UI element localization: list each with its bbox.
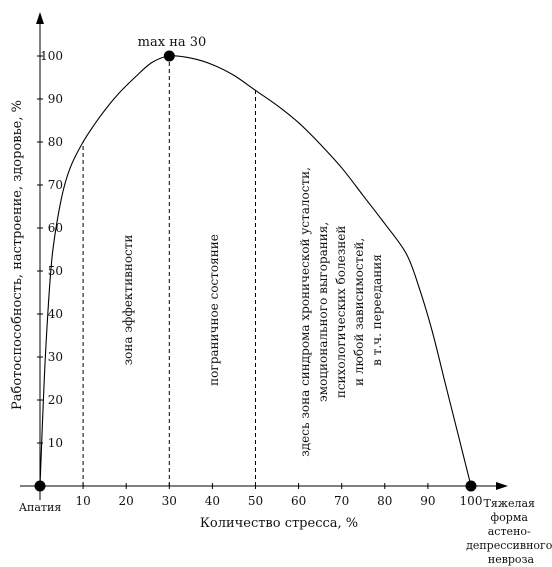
x-tick-label: 70: [334, 494, 349, 508]
x-ticks: 10 20 30 40 50 60 70 80 90 100: [75, 483, 482, 508]
axes: [20, 12, 508, 500]
y-tick-label: 60: [48, 221, 63, 235]
y-tick-label: 90: [48, 92, 63, 106]
x-axis-arrow: [496, 482, 508, 490]
zone-borderline-line: пограничное состояние: [207, 234, 221, 386]
y-tick-label: 70: [48, 178, 63, 192]
x-tick-label: 50: [248, 494, 263, 508]
y-tick-label: 20: [48, 393, 63, 407]
data-point-marker: [163, 50, 175, 62]
zone-effectiveness-label: зона эффективности: [121, 235, 135, 366]
zone-fatigue-line: психологических болезней: [334, 226, 348, 399]
data-point-marker: [34, 480, 46, 492]
end-label: Тяжелая форма астено- депрессивного невр…: [466, 497, 552, 566]
zone-dividers: [82, 56, 256, 486]
x-tick-label: 10: [75, 494, 90, 508]
end-label-line: невроза: [488, 553, 535, 566]
y-tick-label: 30: [48, 350, 63, 364]
y-tick-label: 10: [48, 436, 63, 450]
markers-layer: [34, 50, 477, 492]
zone-fatigue-line: и любой зависимостей,: [352, 238, 366, 386]
zone-fatigue-line: здесь зона синдрома хронической усталост…: [298, 167, 312, 457]
x-tick-label: 20: [119, 494, 134, 508]
end-label-line: Тяжелая: [484, 497, 535, 510]
max-label: max на 30: [138, 35, 207, 50]
data-point-marker: [465, 480, 477, 492]
x-tick-label: 100: [460, 494, 483, 508]
y-axis-title: Работоспособность, настроение, здоровье,…: [10, 100, 25, 410]
y-tick-label: 80: [48, 135, 63, 149]
y-tick-label: 40: [48, 307, 63, 321]
zone-borderline-label: пограничное состояние: [207, 234, 221, 386]
x-tick-label: 60: [291, 494, 306, 508]
x-tick-label: 80: [377, 494, 392, 508]
series-layer: [39, 55, 472, 487]
zone-fatigue-line: эмоционального выгорания,: [316, 222, 330, 402]
series-line: [39, 55, 472, 487]
zone-effectiveness-line: зона эффективности: [121, 235, 135, 366]
end-label-line: форма: [491, 511, 529, 524]
start-label: Апатия: [19, 501, 62, 514]
x-tick-label: 40: [205, 494, 220, 508]
zone-fatigue-line: в т.ч. переедания: [370, 254, 384, 366]
end-label-line: астено-: [488, 525, 531, 538]
zone-fatigue-label: здесь зона синдрома хронической усталост…: [298, 163, 384, 457]
x-tick-label: 90: [420, 494, 435, 508]
y-tick-label: 100: [40, 49, 63, 63]
y-axis-arrow: [36, 12, 44, 24]
x-tick-label: 30: [162, 494, 177, 508]
end-label-line: депрессивного: [466, 539, 552, 552]
x-axis-title: Количество стресса, %: [200, 516, 358, 531]
